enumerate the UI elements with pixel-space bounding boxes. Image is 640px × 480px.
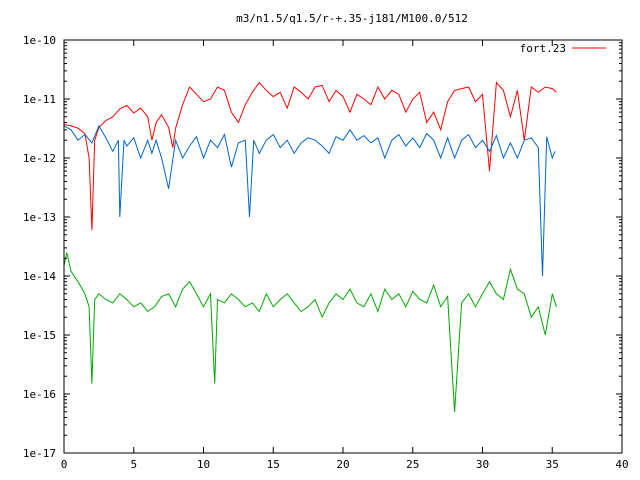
series-line-3 <box>63 252 557 412</box>
plot-frame <box>63 39 623 454</box>
y-tick-label: 1e-14 <box>23 270 56 283</box>
chart-title: m3/n1.5/q1.5/r-+.35-j181/M100.0/512 <box>236 12 468 25</box>
y-tick-label: 1e-13 <box>23 211 56 224</box>
y-tick-label: 1e-10 <box>23 34 56 47</box>
x-tick-label: 10 <box>197 458 210 471</box>
x-tick-label: 20 <box>336 458 349 471</box>
y-tick-label: 1e-15 <box>23 329 56 342</box>
x-tick-label: 15 <box>267 458 280 471</box>
x-tick-label: 5 <box>130 458 137 471</box>
legend-entry-label: fort.23 <box>520 42 566 55</box>
axis-layer: 0 5 10 15 20 25 30 35 40 1e-17 1e-16 1e-15 1e-14 1e-1… <box>23 34 629 471</box>
x-tick-label: 25 <box>406 458 419 471</box>
y-tick-label: 1e-16 <box>23 388 56 401</box>
y-tick-label: 1e-11 <box>23 93 56 106</box>
x-tick-label: 35 <box>546 458 559 471</box>
x-tick-label: 30 <box>476 458 489 471</box>
y-tick-label: 1e-17 <box>23 447 56 460</box>
series-line-1 <box>63 81 557 231</box>
x-tick-label: 40 <box>615 458 628 471</box>
series-line-2 <box>63 124 556 277</box>
legend: fort.23 <box>520 42 606 55</box>
series-layer <box>63 81 557 412</box>
y-tick-label: 1e-12 <box>23 152 56 165</box>
x-tick-label: 0 <box>61 458 68 471</box>
